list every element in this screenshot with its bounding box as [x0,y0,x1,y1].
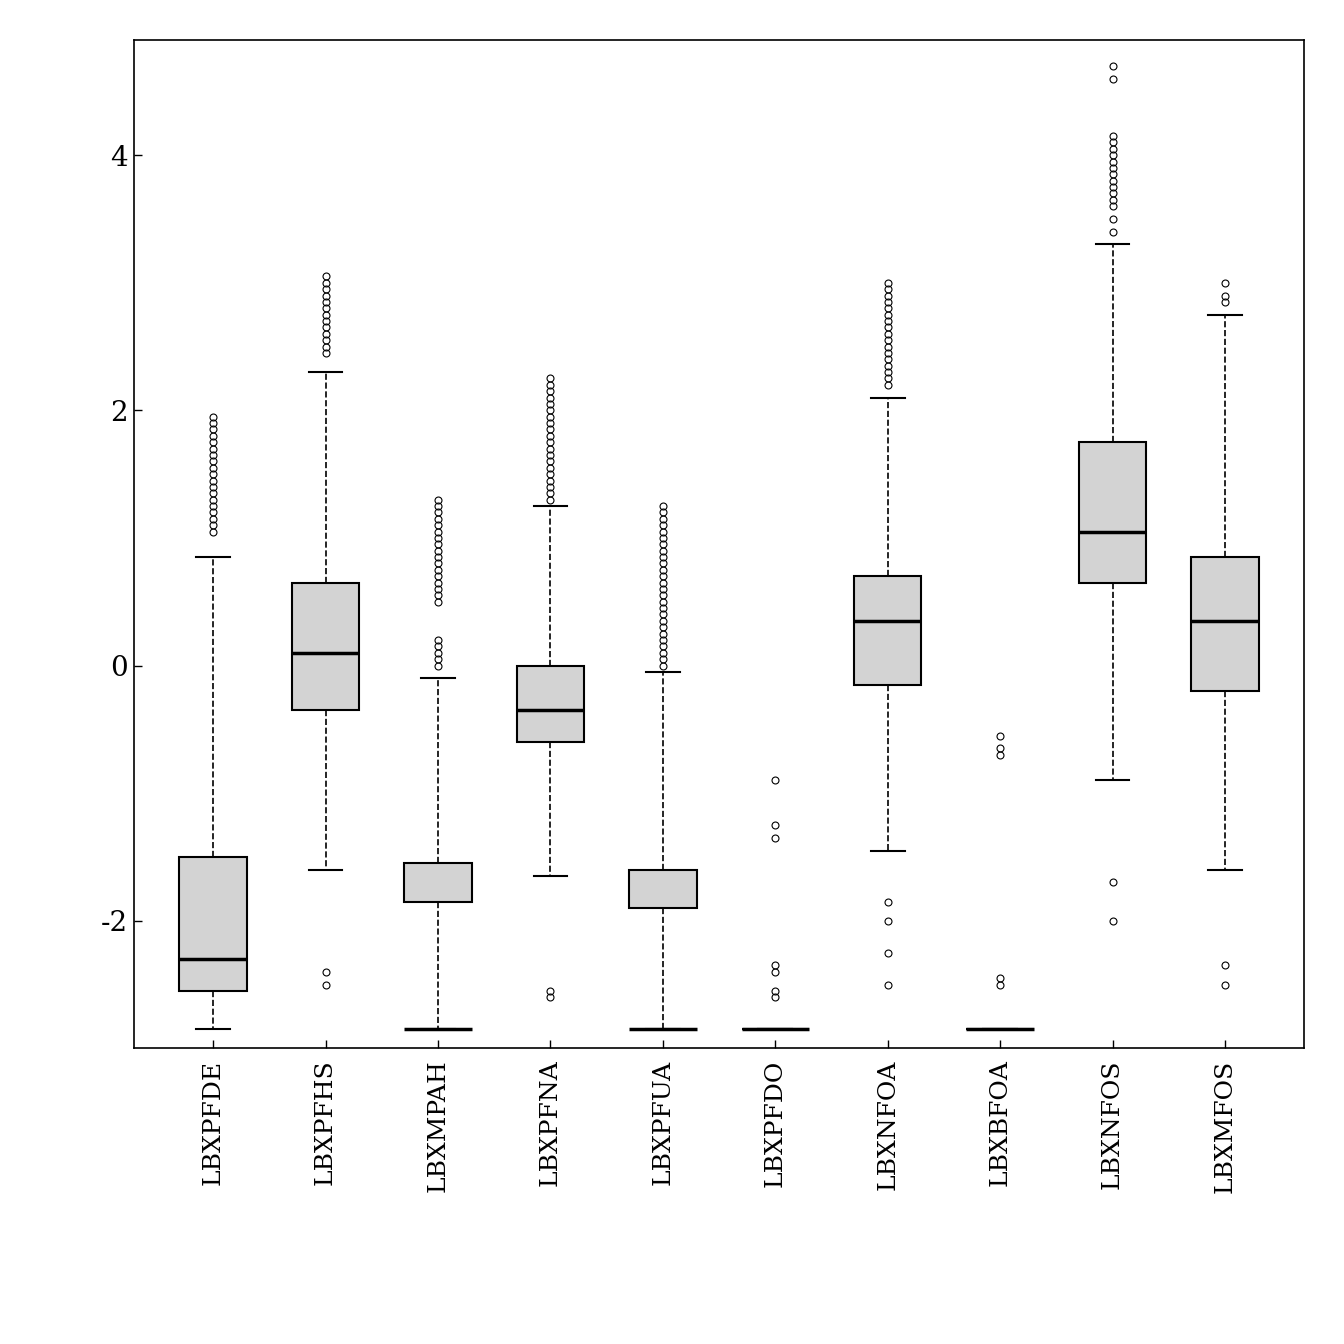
PathPatch shape [516,665,585,742]
PathPatch shape [405,863,472,902]
PathPatch shape [853,577,922,684]
PathPatch shape [1191,556,1259,691]
PathPatch shape [292,582,359,710]
PathPatch shape [629,870,696,909]
PathPatch shape [1079,442,1146,582]
PathPatch shape [179,857,247,991]
